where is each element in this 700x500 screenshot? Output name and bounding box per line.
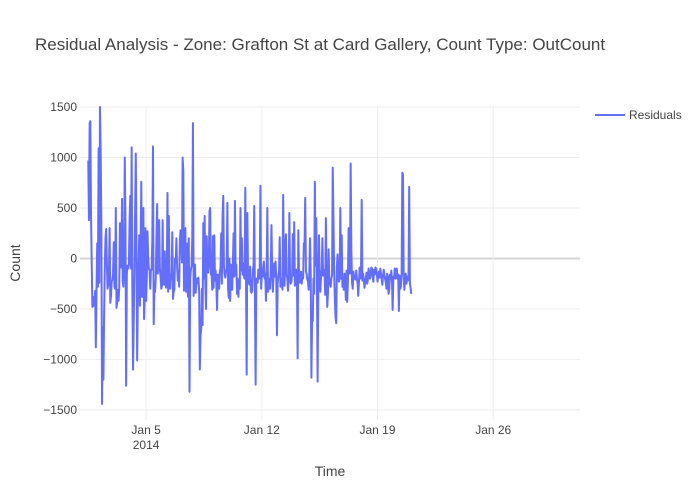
chart-title: Residual Analysis - Zone: Grafton St at … bbox=[35, 35, 605, 54]
legend[interactable]: Residuals bbox=[595, 108, 682, 122]
y-tick-label: −1500 bbox=[43, 403, 77, 417]
residuals-series-line bbox=[87, 106, 413, 405]
y-tick-label: 500 bbox=[57, 201, 77, 215]
y-tick-label: 1500 bbox=[50, 100, 77, 114]
y-tick-label: −1000 bbox=[43, 352, 77, 366]
y-tick-label: 1000 bbox=[50, 151, 77, 165]
y-tick-label: 0 bbox=[70, 251, 77, 265]
y-axis-title: Count bbox=[7, 244, 23, 281]
x-tick-label: Jan 26 bbox=[475, 423, 511, 437]
x-axis-title: Time bbox=[315, 463, 346, 479]
legend-label: Residuals bbox=[629, 108, 682, 122]
y-tick-label: −500 bbox=[50, 302, 77, 316]
x-tick-sublabel: 2014 bbox=[133, 438, 160, 452]
x-tick-label: Jan 19 bbox=[360, 423, 396, 437]
x-tick-label: Jan 5 bbox=[131, 423, 161, 437]
y-axis-ticks: −1500 −1000 −500 0 500 1000 1500 bbox=[43, 100, 77, 417]
x-tick-label: Jan 12 bbox=[244, 423, 280, 437]
grid-lines bbox=[80, 105, 580, 420]
